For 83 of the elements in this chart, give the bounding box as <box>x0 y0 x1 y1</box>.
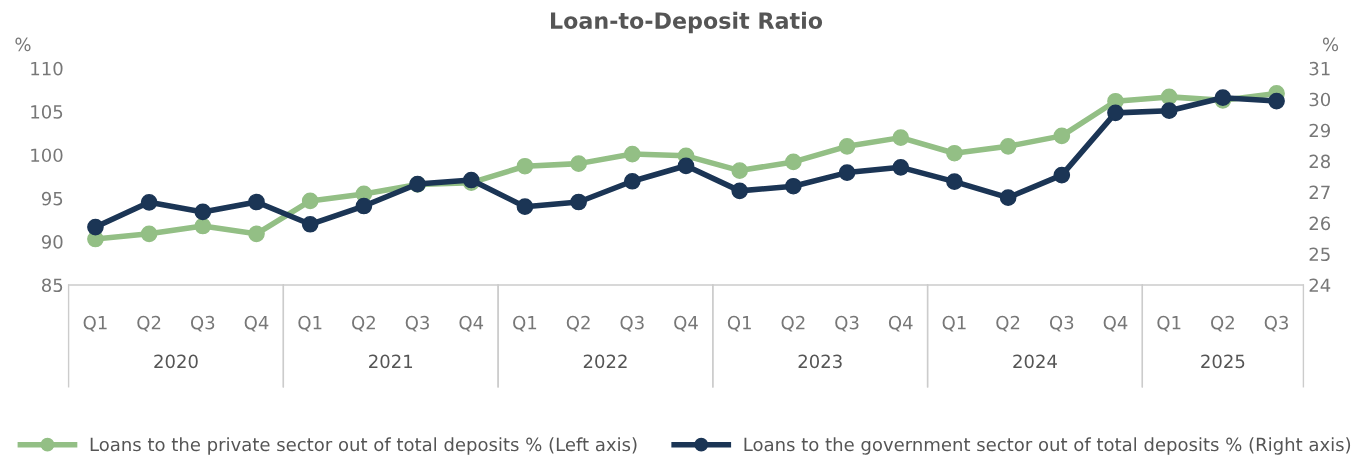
x-tick-label: Q3 <box>405 315 429 332</box>
x-tick-label: Q2 <box>1211 315 1234 332</box>
y2-tick-label: 26 <box>1309 216 1331 231</box>
text: 2020 <box>154 354 198 369</box>
text: 2022 <box>583 354 627 369</box>
x-tick-label: Q4 <box>1103 315 1128 332</box>
y-tick-label: 85 <box>41 278 63 293</box>
y-axis-title: % <box>15 37 31 52</box>
y-tick-label: 100 <box>31 148 63 163</box>
x-tick-label: Q1 <box>513 315 537 332</box>
point <box>194 203 212 221</box>
point <box>892 129 910 146</box>
y2-tick-label: 24 <box>1309 278 1331 292</box>
point <box>623 172 641 190</box>
y2-tick-label: 25 <box>1309 247 1330 262</box>
x-tick-label: Q2 <box>352 315 375 332</box>
point <box>731 182 749 200</box>
chart-title: Loan-to-Deposit Ratio <box>551 11 823 34</box>
x-tick-label: Q4 <box>888 315 913 332</box>
x-tick-label: Q1 <box>727 315 751 332</box>
y2-tick-label: 30 <box>1309 92 1331 107</box>
x-tick-label: Q4 <box>244 315 269 332</box>
x-tick-label: Q1 <box>942 315 966 332</box>
point <box>623 145 641 163</box>
point <box>301 215 319 233</box>
point <box>999 189 1017 207</box>
point <box>1053 166 1071 184</box>
y2-tick-label: 29 <box>1309 123 1330 138</box>
y2-tick-label: 27 <box>1309 185 1330 199</box>
x-tick-label: Q1 <box>298 315 322 332</box>
x-tick-label: Q3 <box>835 315 859 332</box>
point <box>570 193 587 211</box>
point <box>1053 127 1071 145</box>
x-tick-label: Q2 <box>996 315 1020 332</box>
y-tick-label: 90 <box>41 235 63 249</box>
point <box>785 153 802 171</box>
point <box>355 197 373 215</box>
point <box>301 192 319 210</box>
x-tick-label: Q3 <box>190 315 215 332</box>
point <box>731 162 749 179</box>
point <box>677 157 695 175</box>
point <box>570 155 587 172</box>
point <box>1160 102 1178 120</box>
point <box>838 137 856 155</box>
x-tick-label: Q1 <box>1157 315 1181 332</box>
legend-label: Loans to the private sector out of total deposits % (Left axis) <box>90 437 637 455</box>
x-tick-label: Q4 <box>459 315 484 332</box>
text: 2025 <box>1201 354 1245 369</box>
point <box>946 144 963 162</box>
y2-tick-label: 31 <box>1309 61 1330 76</box>
y-tick-label: 110 <box>31 61 63 76</box>
point <box>87 218 104 236</box>
x-tick-label: Q2 <box>137 315 161 332</box>
point <box>248 225 265 243</box>
point <box>1160 88 1178 106</box>
x-tick-label: Q4 <box>674 315 698 332</box>
y-tick-label: 95 <box>41 191 63 206</box>
point <box>140 193 158 211</box>
point <box>785 177 802 195</box>
point <box>516 198 534 215</box>
point <box>194 217 212 235</box>
point <box>892 159 910 176</box>
x-tick-label: Q1 <box>83 315 107 332</box>
legend-label: Loans to the government sector out of total deposits % (Right axis) <box>744 437 1351 455</box>
y2-axis-title: % <box>1322 37 1339 52</box>
point <box>140 225 158 243</box>
point <box>248 193 265 211</box>
x-tick-label: Q3 <box>1264 315 1288 332</box>
y-tick-label: 105 <box>31 105 63 119</box>
x-tick-label: Q2 <box>781 315 805 332</box>
text: 2023 <box>798 354 842 369</box>
text: 2024 <box>1013 354 1057 369</box>
point <box>946 173 963 190</box>
x-tick-label: Q3 <box>1049 315 1074 332</box>
text: 2021 <box>369 354 413 369</box>
x-tick-label: Q3 <box>620 315 644 332</box>
point <box>1107 104 1124 122</box>
y2-tick-label: 28 <box>1309 154 1330 169</box>
point <box>516 157 534 175</box>
point <box>999 137 1017 155</box>
point <box>1268 92 1285 110</box>
x-tick-label: Q2 <box>566 315 590 332</box>
point <box>838 164 856 181</box>
